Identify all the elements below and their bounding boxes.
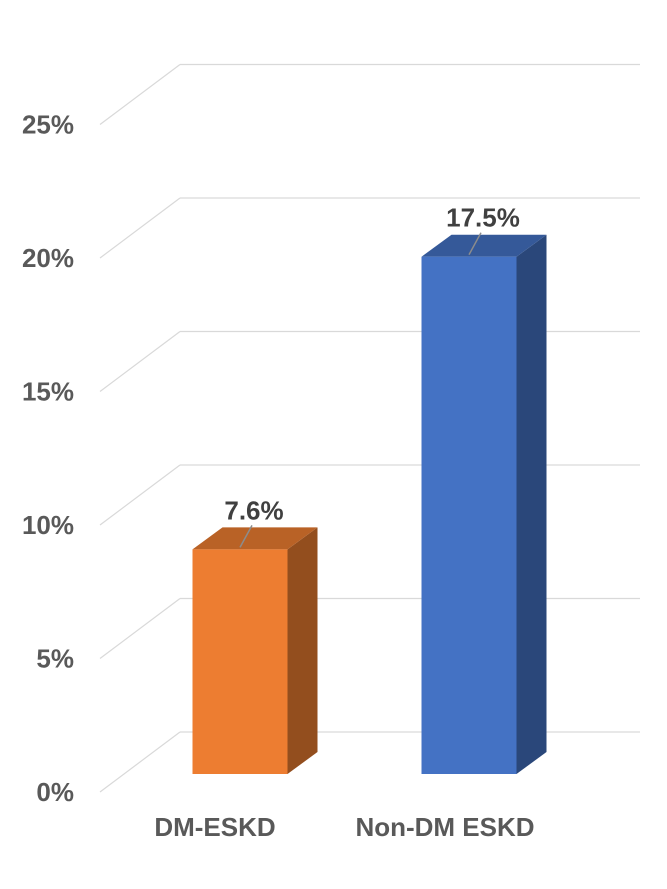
gridline-diagonal-2	[99, 464, 181, 526]
bars: 7.6% 17.5%	[192, 203, 547, 774]
gridline-diagonal-3	[99, 331, 181, 392]
gridline-diagonal-5	[99, 64, 181, 125]
x-axis-categories: DM-ESKD Non-DM ESKD	[154, 812, 534, 842]
bar-side	[516, 234, 547, 774]
data-label-leader	[239, 524, 253, 548]
bar-top	[192, 527, 318, 550]
gridline-diagonal-4	[99, 197, 181, 259]
data-label: 17.5%	[446, 203, 520, 233]
grid-lines	[99, 63, 640, 793]
y-tick-label: 5%	[36, 644, 74, 674]
gridline-diagonal-1	[99, 598, 181, 659]
y-tick-label: 20%	[22, 243, 74, 273]
y-tick-label: 0%	[36, 777, 74, 807]
y-tick-label: 15%	[22, 377, 74, 407]
data-label-leader	[468, 232, 482, 256]
bar-front	[421, 256, 517, 774]
bar-side	[287, 527, 318, 774]
y-tick-label: 25%	[22, 110, 74, 140]
bar-0: 7.6%	[192, 495, 318, 774]
data-label: 7.6%	[224, 495, 283, 525]
bar-top	[421, 234, 547, 257]
bar-front	[192, 549, 288, 774]
bar-1: 17.5%	[421, 203, 547, 774]
x-category-label: DM-ESKD	[154, 812, 275, 842]
gridline-diagonal-0	[99, 731, 181, 793]
x-category-label: Non-DM ESKD	[355, 812, 534, 842]
y-axis-ticks: 0% 5% 10% 15% 20% 25%	[22, 110, 74, 808]
y-tick-label: 10%	[22, 510, 74, 540]
